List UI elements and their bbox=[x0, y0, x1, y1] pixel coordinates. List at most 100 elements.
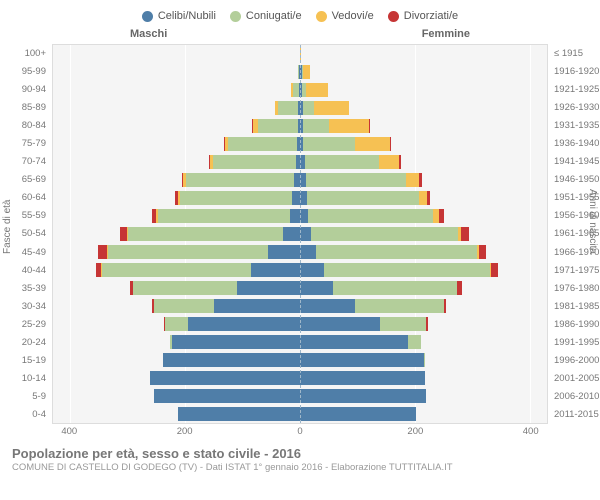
bar-segment-celibi bbox=[300, 371, 425, 385]
bar-segment-celibi bbox=[178, 407, 300, 421]
age-label: 0-4 bbox=[0, 406, 46, 424]
age-label: 25-29 bbox=[0, 315, 46, 333]
legend-item: Divorziati/e bbox=[388, 10, 458, 22]
bar-segment-celibi bbox=[251, 263, 300, 277]
x-tick-label: 400 bbox=[61, 426, 77, 437]
bar-segment-celibi bbox=[290, 209, 300, 223]
bar-segment-celibi bbox=[300, 317, 380, 331]
bar-segment-vedovi bbox=[419, 191, 427, 205]
birth-label: 1986-1990 bbox=[554, 315, 600, 333]
birth-label: 1931-1935 bbox=[554, 116, 600, 134]
bar-segment-celibi bbox=[300, 299, 355, 313]
legend-swatch bbox=[388, 11, 399, 22]
birth-label: 1941-1945 bbox=[554, 153, 600, 171]
age-label: 80-84 bbox=[0, 116, 46, 134]
bar-segment-celibi bbox=[268, 245, 300, 259]
side-labels: Maschi Femmine bbox=[0, 28, 600, 44]
bar-segment-coniugati bbox=[258, 119, 298, 133]
bar-segment-divorziati bbox=[98, 245, 107, 259]
bar-segment-vedovi bbox=[329, 119, 369, 133]
bar-segment-celibi bbox=[300, 227, 311, 241]
bar-segment-coniugati bbox=[308, 209, 433, 223]
bar-segment-divorziati bbox=[369, 119, 370, 133]
legend-swatch bbox=[316, 11, 327, 22]
bar-segment-divorziati bbox=[444, 299, 446, 313]
bar-segment-coniugati bbox=[102, 263, 251, 277]
bar-segment-vedovi bbox=[303, 65, 310, 79]
legend: Celibi/Nubili Coniugati/e Vedovi/e Divorzia… bbox=[0, 0, 600, 28]
x-axis: 4002000200400 bbox=[52, 424, 548, 440]
bar-segment-celibi bbox=[300, 335, 408, 349]
male-label: Maschi bbox=[130, 28, 167, 40]
birth-label: 1996-2000 bbox=[554, 352, 600, 370]
age-label: 70-74 bbox=[0, 153, 46, 171]
bar-segment-vedovi bbox=[406, 173, 419, 187]
age-label: 75-79 bbox=[0, 134, 46, 152]
bar-segment-divorziati bbox=[390, 137, 391, 151]
bar-segment-divorziati bbox=[426, 317, 427, 331]
bar-segment-coniugati bbox=[303, 137, 355, 151]
legend-swatch bbox=[230, 11, 241, 22]
legend-item: Celibi/Nubili bbox=[142, 10, 216, 22]
legend-label: Celibi/Nubili bbox=[158, 10, 216, 22]
age-label: 65-69 bbox=[0, 171, 46, 189]
x-tick-label: 200 bbox=[407, 426, 423, 437]
bar-segment-coniugati bbox=[316, 245, 477, 259]
bar-segment-celibi bbox=[154, 389, 300, 403]
bar-segment-divorziati bbox=[427, 191, 430, 205]
age-label: 20-24 bbox=[0, 334, 46, 352]
bar-segment-celibi bbox=[300, 263, 324, 277]
legend-label: Vedovi/e bbox=[332, 10, 374, 22]
legend-item: Vedovi/e bbox=[316, 10, 374, 22]
bar-segment-coniugati bbox=[305, 155, 380, 169]
bar-segment-celibi bbox=[300, 353, 424, 367]
birth-label: 1976-1980 bbox=[554, 279, 600, 297]
bar-segment-divorziati bbox=[439, 209, 444, 223]
bar-segment-coniugati bbox=[213, 155, 296, 169]
bar-segment-celibi bbox=[172, 335, 300, 349]
legend-item: Coniugati/e bbox=[230, 10, 302, 22]
bar-segment-coniugati bbox=[128, 227, 283, 241]
bar-segment-celibi bbox=[300, 209, 308, 223]
bar-segment-celibi bbox=[237, 281, 300, 295]
age-label: 35-39 bbox=[0, 279, 46, 297]
bar-segment-coniugati bbox=[307, 191, 419, 205]
bar-segment-coniugati bbox=[278, 101, 298, 115]
age-label: 30-34 bbox=[0, 297, 46, 315]
birth-label: 1981-1985 bbox=[554, 297, 600, 315]
chart-subtitle: COMUNE DI CASTELLO DI GODEGO (TV) - Dati… bbox=[12, 462, 588, 473]
bar-segment-vedovi bbox=[379, 155, 399, 169]
birth-label: 2006-2010 bbox=[554, 388, 600, 406]
age-label: 10-14 bbox=[0, 370, 46, 388]
birth-label: 1916-1920 bbox=[554, 62, 600, 80]
bar-segment-divorziati bbox=[120, 227, 127, 241]
bar-segment-vedovi bbox=[355, 137, 389, 151]
birth-label: 2011-2015 bbox=[554, 406, 600, 424]
bar-segment-divorziati bbox=[461, 227, 469, 241]
age-label: 85-89 bbox=[0, 98, 46, 116]
bar-segment-coniugati bbox=[180, 191, 292, 205]
legend-swatch bbox=[142, 11, 153, 22]
age-label: 15-19 bbox=[0, 352, 46, 370]
bar-segment-coniugati bbox=[133, 281, 236, 295]
bar-segment-celibi bbox=[283, 227, 300, 241]
birth-label: 1921-1925 bbox=[554, 80, 600, 98]
bar-segment-celibi bbox=[150, 371, 300, 385]
bar-segment-celibi bbox=[300, 281, 333, 295]
bar-segment-coniugati bbox=[186, 173, 294, 187]
center-line bbox=[300, 45, 301, 423]
bar-segment-coniugati bbox=[355, 299, 444, 313]
age-label: 95-99 bbox=[0, 62, 46, 80]
bar-segment-coniugati bbox=[324, 263, 489, 277]
legend-label: Divorziati/e bbox=[404, 10, 458, 22]
bar-segment-coniugati bbox=[333, 281, 457, 295]
bar-segment-celibi bbox=[163, 353, 300, 367]
footer: Popolazione per età, sesso e stato civil… bbox=[0, 440, 600, 473]
bar-segment-coniugati bbox=[303, 101, 314, 115]
axis-title-left: Fasce di età bbox=[2, 200, 13, 254]
female-label: Femmine bbox=[422, 28, 470, 40]
bar-segment-vedovi bbox=[306, 83, 328, 97]
population-pyramid-chart: Celibi/Nubili Coniugati/e Vedovi/e Divorzia… bbox=[0, 0, 600, 500]
age-label: 100+ bbox=[0, 44, 46, 62]
bar-segment-celibi bbox=[300, 389, 426, 403]
